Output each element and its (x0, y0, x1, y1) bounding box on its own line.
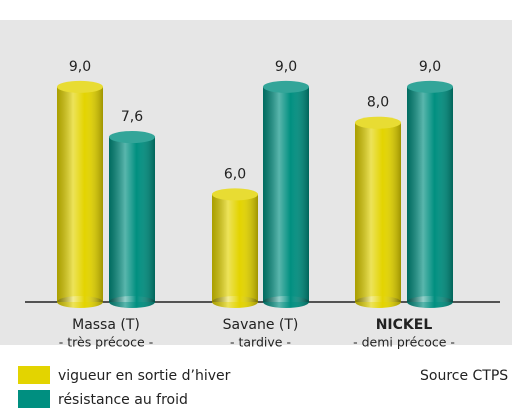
legend-label: vigueur en sortie d’hiver (58, 368, 231, 384)
bar (263, 80, 309, 308)
bar (407, 80, 453, 308)
x-tick-note: - demi précoce - (353, 335, 455, 350)
value-label: 7,6 (121, 109, 143, 125)
x-tick-label: Savane (T) (223, 317, 299, 333)
legend-label: résistance au froid (58, 392, 188, 408)
value-label: 9,0 (275, 59, 297, 75)
source: Source CTPS (420, 368, 508, 384)
value-label: 6,0 (224, 166, 246, 182)
legend-swatch (18, 390, 50, 408)
value-label: 8,0 (367, 95, 389, 111)
legend-swatch (18, 366, 50, 384)
value-label: 9,0 (69, 59, 91, 75)
bar (109, 131, 155, 308)
bar (355, 116, 401, 308)
bar (212, 188, 258, 308)
x-tick-label: NICKEL (376, 317, 433, 333)
x-tick-note: - très précoce - (59, 335, 153, 350)
x-tick-note: - tardive - (230, 335, 291, 350)
x-tick-label: Massa (T) (72, 317, 140, 333)
bar (57, 80, 103, 308)
value-label: 9,0 (419, 59, 441, 75)
